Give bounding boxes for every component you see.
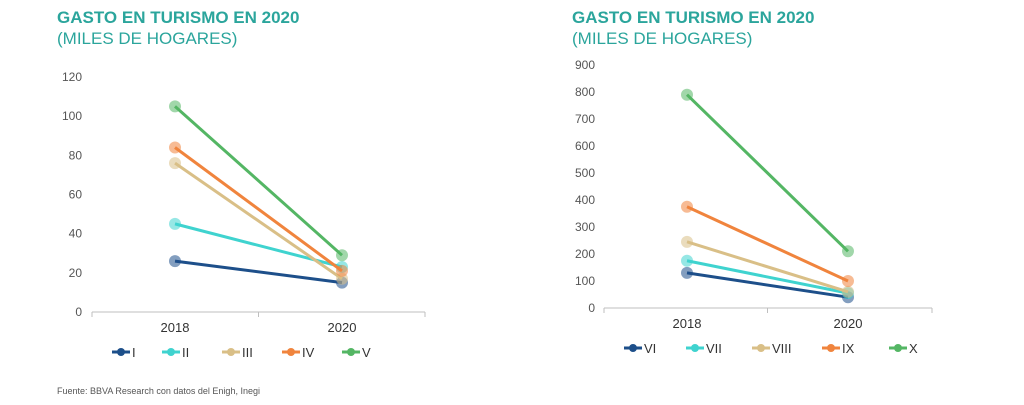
data-point-vii-2018 <box>681 254 693 267</box>
y-tick-label: 100 <box>62 109 82 123</box>
data-point-viii-2018 <box>681 235 693 248</box>
legend-swatch-marker <box>757 344 765 352</box>
legend-label-iv: IV <box>302 345 315 360</box>
legend-label-iii: III <box>242 345 253 360</box>
data-point-x-2020 <box>842 245 854 258</box>
series-line-vii <box>686 259 849 295</box>
y-tick-label: 700 <box>575 112 595 126</box>
y-tick-label: 80 <box>69 148 83 162</box>
data-point-x-2018 <box>681 88 693 101</box>
series-line-x <box>685 93 850 253</box>
legend-swatch-marker <box>827 344 835 352</box>
y-tick-label: 20 <box>69 266 83 280</box>
data-point-iv-2020 <box>336 264 348 277</box>
legend-swatch-marker <box>894 344 902 352</box>
data-point-viii-2020 <box>842 285 854 298</box>
data-point-ix-2020 <box>842 275 854 287</box>
legend-label-viii: VIII <box>772 341 792 356</box>
legend-label-ix: IX <box>842 341 855 356</box>
legend-swatch-marker <box>691 344 699 352</box>
chart-right: 0 100 200 300 400 500 600 700 800 900 2018 2020 VI VI… <box>575 58 933 356</box>
y-tick-label: 40 <box>69 227 83 241</box>
legend-label-i: I <box>132 345 136 360</box>
series-line-v <box>174 105 343 257</box>
data-point-ix-2018 <box>681 200 693 213</box>
data-point-i-2018 <box>169 255 181 268</box>
data-point-iv-2018 <box>169 141 181 154</box>
series-line-vi <box>686 271 849 299</box>
legend-swatch-marker <box>117 348 125 356</box>
chart-title-right: GASTO EN TURISMO EN 2020 <box>572 8 815 27</box>
y-tick-label: 100 <box>575 274 595 288</box>
x-tick-label: 2020 <box>834 316 863 331</box>
x-tick-label: 2018 <box>673 316 702 331</box>
y-tick-label: 600 <box>575 139 595 153</box>
y-tick-label: 900 <box>575 58 595 72</box>
y-tick-label: 0 <box>75 305 82 319</box>
source-note: Fuente: BBVA Research con datos del Enig… <box>57 386 260 396</box>
legend-swatch-marker <box>629 344 637 352</box>
series-line-viii <box>686 240 849 294</box>
y-tick-label: 0 <box>588 301 595 315</box>
data-point-v-2020 <box>336 249 348 262</box>
x-tick-label: 2020 <box>328 320 357 335</box>
series-line-iii <box>174 161 343 280</box>
y-tick-label: 120 <box>62 70 82 84</box>
chart-subtitle-right: (MILES DE HOGARES) <box>572 29 753 48</box>
chart-title-left: GASTO EN TURISMO EN 2020 <box>57 8 300 27</box>
series-line-i <box>174 259 343 285</box>
data-point-vi-2018 <box>681 266 693 279</box>
data-point-v-2018 <box>169 100 181 113</box>
y-tick-label: 800 <box>575 85 595 99</box>
y-tick-label: 200 <box>575 247 595 261</box>
data-point-iii-2018 <box>169 157 181 170</box>
y-tick-label: 60 <box>69 188 83 202</box>
x-tick-label: 2018 <box>161 320 190 335</box>
legend-label-v: V <box>362 345 371 360</box>
series-line-iv <box>174 146 343 273</box>
legend-label-vi: VI <box>644 341 656 356</box>
chart-subtitle-left: (MILES DE HOGARES) <box>57 29 238 48</box>
legend-swatch-marker <box>347 348 355 356</box>
legend-swatch-marker <box>287 348 295 356</box>
series-line-ix <box>686 205 849 283</box>
legend-label-vii: VII <box>706 341 722 356</box>
legend-swatch-marker <box>167 348 175 356</box>
legend-swatch-marker <box>227 348 235 356</box>
legend-label-x: X <box>909 341 918 356</box>
legend-label-ii: II <box>182 345 189 360</box>
data-point-ii-2018 <box>169 217 181 230</box>
y-tick-label: 400 <box>575 193 595 207</box>
y-tick-label: 300 <box>575 220 595 234</box>
y-tick-label: 500 <box>575 166 595 180</box>
